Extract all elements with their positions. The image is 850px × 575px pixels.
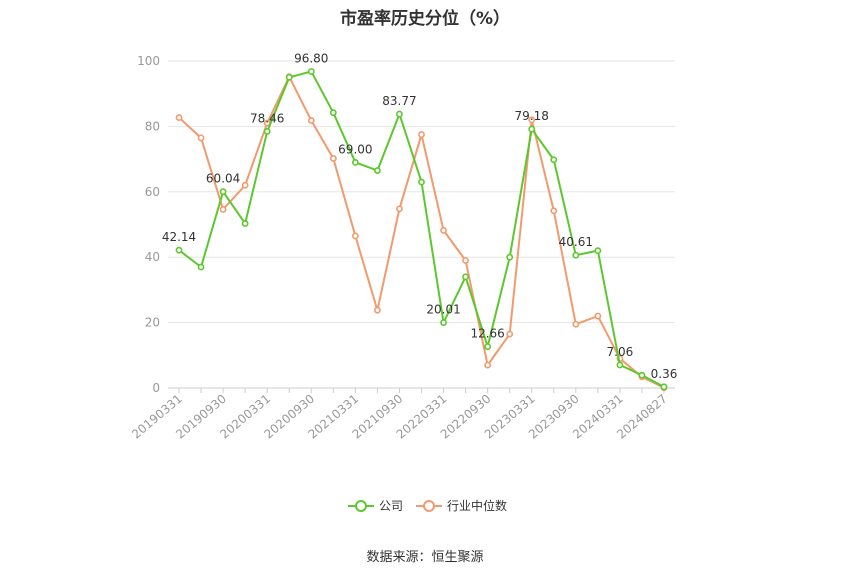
data-point bbox=[351, 158, 359, 166]
data-point bbox=[329, 155, 337, 162]
data-point bbox=[594, 247, 602, 255]
data-point bbox=[572, 251, 580, 259]
legend-marker bbox=[423, 500, 435, 512]
data-point bbox=[440, 226, 447, 234]
data-point bbox=[506, 330, 514, 338]
data-label: 7.06 bbox=[607, 345, 634, 359]
data-point bbox=[572, 320, 580, 328]
legend-label: 行业中位数 bbox=[447, 498, 507, 513]
data-label: 83.77 bbox=[382, 94, 416, 108]
data-point bbox=[594, 312, 602, 320]
data-point bbox=[638, 371, 646, 379]
data-point bbox=[307, 68, 315, 75]
data-point bbox=[484, 361, 492, 369]
data-source-note: 数据来源：恒生聚源 bbox=[366, 550, 484, 565]
legend: 公司 行业中位数 bbox=[348, 498, 507, 513]
chart-title: 市盈率历史分位（%） bbox=[339, 9, 511, 29]
legend-marker bbox=[355, 500, 367, 512]
y-tick-label: 60 bbox=[145, 185, 160, 199]
y-tick-label: 80 bbox=[145, 119, 160, 133]
data-point bbox=[660, 383, 668, 391]
data-point bbox=[396, 205, 403, 213]
data-label: 79.18 bbox=[515, 109, 549, 123]
data-point bbox=[197, 134, 205, 142]
data-label: 0.36 bbox=[651, 367, 678, 381]
data-point bbox=[616, 361, 624, 369]
data-point bbox=[528, 125, 536, 133]
data-point bbox=[418, 131, 425, 138]
data-point bbox=[307, 117, 315, 124]
data-point bbox=[550, 156, 558, 164]
series bbox=[175, 68, 668, 392]
data-point bbox=[440, 319, 447, 326]
data-point bbox=[241, 220, 249, 227]
data-point bbox=[550, 207, 558, 215]
data-labels: 42.14 60.04 78.46 96.80 69.00 83.77 20.01 12.66… bbox=[162, 51, 678, 380]
y-tick-label: 40 bbox=[145, 250, 160, 264]
data-label: 42.14 bbox=[162, 230, 196, 244]
data-point bbox=[197, 263, 205, 271]
y-tick-label: 20 bbox=[145, 316, 160, 330]
data-label: 40.61 bbox=[559, 235, 593, 249]
data-point bbox=[263, 128, 271, 135]
data-label: 78.46 bbox=[250, 111, 284, 125]
data-point bbox=[528, 116, 536, 124]
data-point bbox=[175, 114, 183, 121]
data-point bbox=[241, 181, 249, 189]
data-label: 60.04 bbox=[206, 172, 240, 186]
data-point bbox=[374, 167, 381, 174]
data-point bbox=[374, 306, 381, 314]
data-point bbox=[462, 257, 469, 264]
data-point bbox=[396, 110, 403, 118]
data-label: 69.00 bbox=[338, 142, 372, 156]
data-point bbox=[219, 206, 227, 213]
data-point bbox=[462, 273, 469, 281]
data-point bbox=[484, 343, 492, 351]
data-label: 96.80 bbox=[294, 51, 328, 65]
y-tick-label: 0 bbox=[152, 381, 160, 395]
y-tick-label: 100 bbox=[137, 54, 160, 68]
data-label: 12.66 bbox=[470, 327, 504, 341]
data-point bbox=[285, 73, 293, 81]
data-point bbox=[219, 188, 227, 196]
data-label: 20.01 bbox=[426, 303, 460, 317]
data-point bbox=[351, 232, 359, 240]
legend-label: 公司 bbox=[379, 499, 403, 513]
data-point bbox=[418, 178, 425, 186]
data-point bbox=[506, 253, 514, 261]
data-point bbox=[175, 246, 183, 254]
data-point bbox=[329, 109, 337, 117]
